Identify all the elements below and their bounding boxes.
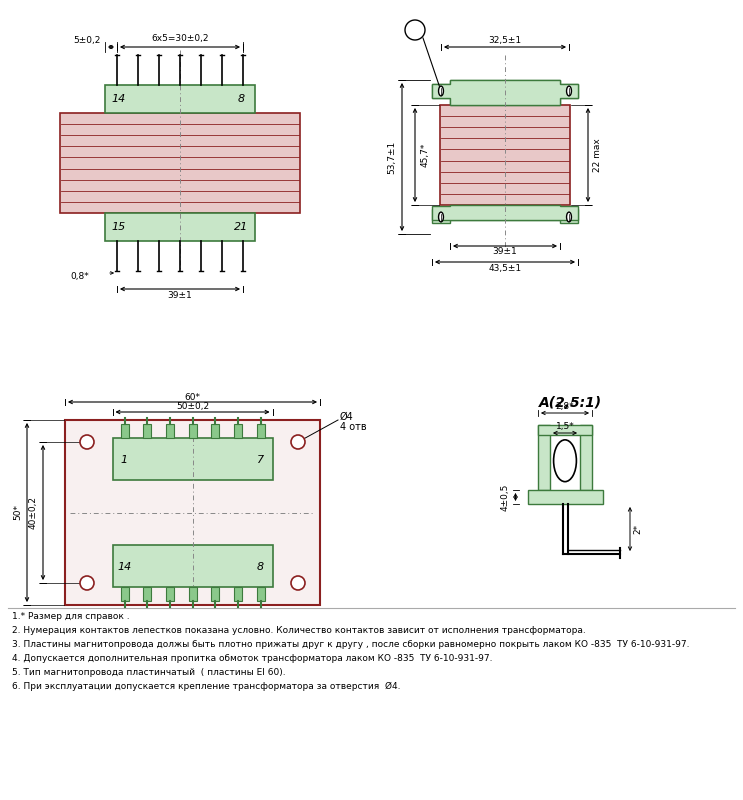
Bar (450, 80, 560, 105)
Bar (189, 424, 196, 438)
Text: Ø4: Ø4 (340, 412, 354, 422)
Polygon shape (432, 205, 578, 220)
Bar (538, 425, 550, 490)
Text: 15: 15 (112, 222, 126, 232)
Text: 39±1: 39±1 (493, 247, 517, 257)
Text: 40±0,2: 40±0,2 (28, 496, 37, 529)
Bar (166, 587, 174, 601)
Bar (65, 420, 320, 605)
Ellipse shape (567, 212, 571, 222)
Text: 14: 14 (117, 562, 132, 572)
Text: 2,8*: 2,8* (556, 402, 574, 410)
Text: 50±0,2: 50±0,2 (176, 402, 209, 411)
Bar (440, 105, 570, 205)
Circle shape (405, 20, 425, 40)
Bar (120, 424, 129, 438)
Bar (120, 587, 129, 601)
Polygon shape (432, 80, 578, 105)
Ellipse shape (438, 212, 444, 222)
Bar (60, 113, 300, 213)
Text: 39±1: 39±1 (168, 290, 192, 299)
Text: 43,5±1: 43,5±1 (488, 263, 522, 273)
Circle shape (291, 576, 305, 590)
Bar (211, 587, 219, 601)
Bar (234, 424, 241, 438)
Text: 22 max: 22 max (594, 138, 603, 172)
Bar (112, 545, 273, 587)
Text: 45,7*: 45,7* (421, 143, 429, 167)
Bar (143, 587, 151, 601)
Text: 4 отв: 4 отв (340, 422, 366, 432)
Ellipse shape (554, 440, 577, 482)
Text: 8: 8 (238, 94, 244, 104)
Bar (256, 587, 265, 601)
Text: 21: 21 (234, 222, 248, 232)
Text: 2. Нумерация контактов лепестков показана условно. Количество контактов зависит : 2. Нумерация контактов лепестков показан… (12, 626, 585, 635)
Text: 1.* Размер для справок .: 1.* Размер для справок . (12, 612, 129, 621)
Text: 4±0,5: 4±0,5 (501, 483, 510, 510)
Bar (105, 213, 255, 241)
Text: A: A (409, 21, 421, 39)
Bar (189, 587, 196, 601)
Bar (112, 438, 273, 480)
Circle shape (80, 435, 94, 449)
Text: 14: 14 (112, 94, 126, 104)
Ellipse shape (567, 86, 571, 96)
Circle shape (291, 435, 305, 449)
Text: 32,5±1: 32,5±1 (488, 37, 522, 46)
Text: A: A (409, 23, 421, 37)
Text: 6. При эксплуатации допускается крепление трансформатора за отверстия  Ø4.: 6. При эксплуатации допускается креплени… (12, 682, 400, 691)
Bar (143, 424, 151, 438)
Bar (256, 424, 265, 438)
Text: 3. Пластины магнитопровода должы быть плотно прижаты друг к другу , после сборки: 3. Пластины магнитопровода должы быть пл… (12, 640, 690, 649)
Text: 2*: 2* (634, 524, 643, 534)
Text: 50*: 50* (13, 505, 22, 521)
Text: 5. Тип магнитопровода пластинчатый  ( пластины EI 60).: 5. Тип магнитопровода пластинчатый ( пла… (12, 668, 285, 677)
Bar (211, 424, 219, 438)
Bar (432, 84, 450, 98)
Bar (538, 425, 592, 435)
Bar (580, 425, 592, 490)
Text: 4. Допускается дополнительная пропитка обмоток трансформатора лаком КО -835  ТУ : 4. Допускается дополнительная пропитка о… (12, 654, 493, 663)
Bar (528, 490, 603, 504)
Text: 1,5*: 1,5* (556, 422, 574, 430)
Text: 60*: 60* (184, 393, 201, 402)
Text: 53,7±1: 53,7±1 (388, 140, 397, 174)
Text: 1: 1 (121, 455, 128, 465)
Bar (432, 209, 450, 223)
Bar (166, 424, 174, 438)
Bar (560, 209, 578, 223)
Bar (560, 84, 578, 98)
Text: 6x5=30±0,2: 6x5=30±0,2 (152, 34, 209, 43)
Bar (450, 205, 560, 220)
Text: 8: 8 (257, 562, 264, 572)
Bar (234, 587, 241, 601)
Bar (105, 85, 255, 113)
Text: 7: 7 (257, 455, 264, 465)
Ellipse shape (438, 86, 444, 96)
Circle shape (80, 576, 94, 590)
Text: 5±0,2: 5±0,2 (74, 37, 101, 46)
Text: A(2,5:1): A(2,5:1) (539, 396, 602, 410)
Text: 0,8*: 0,8* (70, 271, 88, 281)
